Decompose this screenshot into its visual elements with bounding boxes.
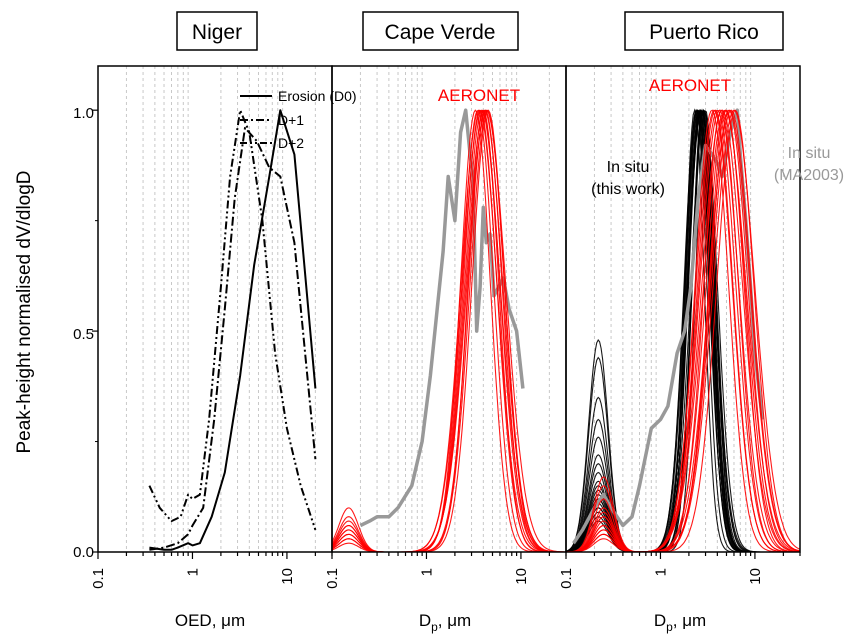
annotation-aeronet: AERONET	[438, 86, 520, 105]
series-line-d-2	[148, 109, 317, 531]
x-axis-label: OED, μm	[175, 611, 245, 630]
series-line-aeronet	[566, 109, 801, 553]
legend: Erosion (D0) D+1 D+2	[240, 88, 357, 151]
x-tick-label: 1	[418, 568, 435, 576]
series-line-aeronet	[565, 109, 800, 553]
panel-cape-verde: 0.1 1 10 Cape Verde Dp, μm AERONET	[324, 11, 567, 634]
series-line-aeronet	[331, 109, 566, 553]
x-tick-label: 1	[652, 568, 669, 576]
y-axis-label: Peak-height normalised dV/dlogD	[14, 170, 35, 453]
annotation-aeronet: AERONET	[649, 76, 731, 95]
series-line-aeronet	[566, 109, 801, 553]
legend-entry: D+1	[278, 112, 304, 128]
series-line-in-situ-ma2003-	[572, 108, 765, 545]
annotation-insitu-ma2003: In situ	[788, 145, 831, 162]
legend-entry: Erosion (D0)	[278, 88, 357, 104]
x-axis-label: Dp, μm	[419, 611, 471, 634]
series-line-aeronet	[566, 109, 801, 553]
x-tick-label: 10	[279, 568, 296, 585]
series-line-aeronet	[331, 109, 566, 553]
y-tick-label: 0.5	[73, 326, 94, 343]
panel-puerto-rico: 0.1 1 10 Puerto Rico Dp, μm AERONET In sit…	[558, 11, 844, 634]
annotation-insitu-ma2003: (MA2003)	[774, 167, 844, 184]
panel-title: Niger	[192, 21, 242, 44]
x-tick-label: 10	[513, 568, 530, 585]
series-line-erosion-d0-	[149, 109, 317, 551]
series-line-aeronet	[566, 109, 801, 553]
plot-frame	[565, 65, 801, 553]
annotation-insitu-thiswork: In situ	[607, 159, 650, 176]
x-tick-label: 0.1	[90, 568, 107, 589]
y-tick-label: 0.0	[73, 544, 94, 561]
legend-entry: D+2	[278, 135, 304, 151]
x-tick-label: 10	[747, 568, 764, 585]
panel-title: Cape Verde	[385, 21, 496, 44]
x-axis-label: Dp, μm	[654, 611, 706, 634]
series-line-d-1	[149, 126, 317, 551]
y-tick-label: 1.0	[73, 105, 94, 122]
x-tick-label: 0.1	[324, 568, 341, 589]
panel-title-box	[176, 11, 258, 51]
panel-title-box	[362, 11, 519, 51]
x-tick-label: 1	[184, 568, 201, 576]
series-line-aeronet	[566, 109, 801, 553]
panel-niger: 0.1 1 10 Niger OED, μm Erosion (D0) D+1 D+…	[90, 11, 357, 630]
annotation-insitu-thiswork: (this work)	[591, 181, 665, 198]
x-tick-label: 0.1	[558, 568, 575, 589]
panel-title-box	[624, 11, 784, 51]
panel-title: Puerto Rico	[649, 21, 759, 44]
